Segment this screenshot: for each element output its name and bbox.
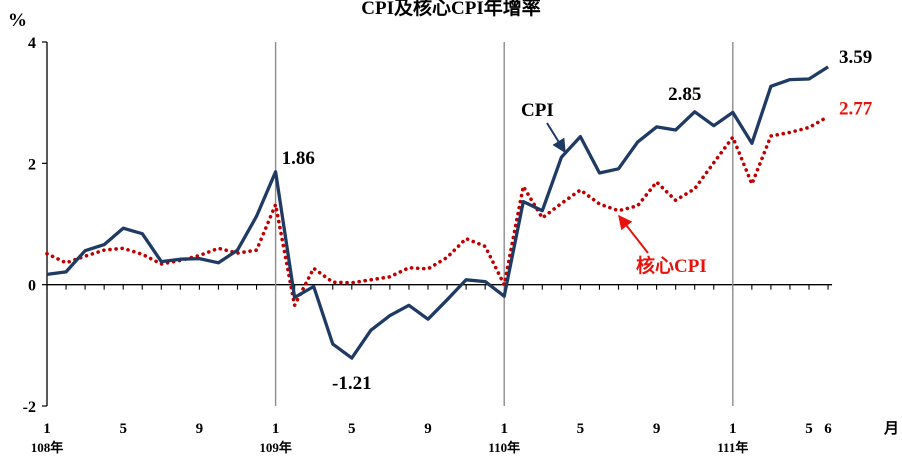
series-group <box>45 65 830 360</box>
x-tick-label: 5 <box>805 421 813 437</box>
series-label-core-cpi: 核心CPI <box>636 254 707 277</box>
data-label: -1.21 <box>332 373 372 394</box>
x-tick-label: 9 <box>196 421 204 437</box>
x-tick-label: 1 <box>729 421 737 437</box>
series-arrow-core-cpi <box>618 214 649 254</box>
data-label: 1.86 <box>282 148 315 169</box>
x-year-label: 111年 <box>717 440 748 455</box>
data-label: 3.59 <box>839 47 872 68</box>
data-label: 2.85 <box>668 84 701 105</box>
x-year-label: 110年 <box>488 440 520 455</box>
annotations: 1.86 -1.21 2.85 3.59 2.77 <box>282 47 873 394</box>
x-tick-label: 9 <box>424 421 432 437</box>
x-year-label: 108年 <box>31 440 64 455</box>
x-tick-label: 1 <box>500 421 508 437</box>
data-label: 2.77 <box>839 99 873 120</box>
x-axis-label: 月 <box>883 420 899 437</box>
x-year-label: 109年 <box>259 440 292 455</box>
x-tick-label: 1 <box>272 421 280 437</box>
series-label-cpi: CPI <box>521 100 554 121</box>
x-tick-label: 5 <box>577 421 585 437</box>
y-tick-label: 4 <box>28 35 36 52</box>
x-tick-label: 5 <box>119 421 127 437</box>
x-tick-label: 1 <box>43 421 51 437</box>
y-tick-label: 0 <box>28 278 36 295</box>
x-tick-label: 6 <box>824 421 832 437</box>
year-separators <box>274 42 734 406</box>
x-tick-label: 9 <box>653 421 661 437</box>
y-tick-label: 2 <box>28 156 36 173</box>
y-tick-label: -2 <box>23 399 36 416</box>
y-axis-label: % <box>8 10 27 31</box>
series-line-cpi <box>46 65 829 360</box>
series-arrow-cpi <box>546 122 566 154</box>
series-line-core-cpi <box>45 114 830 308</box>
x-tick-label: 5 <box>348 421 356 437</box>
chart-title: CPI及核心CPI年增率 <box>361 0 540 19</box>
